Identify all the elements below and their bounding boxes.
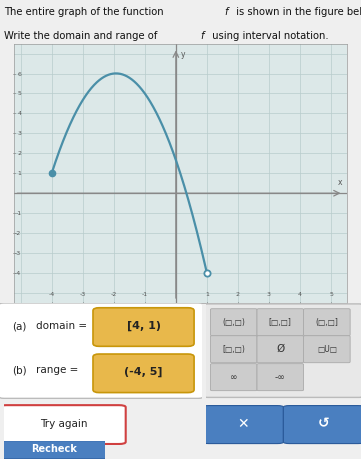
FancyBboxPatch shape bbox=[210, 336, 257, 363]
Text: using interval notation.: using interval notation. bbox=[209, 31, 328, 41]
FancyBboxPatch shape bbox=[0, 405, 126, 444]
Text: (-4, 5]: (-4, 5] bbox=[124, 367, 163, 377]
Text: (□,□]: (□,□] bbox=[316, 318, 338, 327]
Text: [□,□]: [□,□] bbox=[269, 318, 292, 327]
Text: Write the domain and range of: Write the domain and range of bbox=[4, 31, 160, 41]
Text: f: f bbox=[225, 6, 228, 17]
Text: domain =: domain = bbox=[36, 321, 91, 331]
Text: ↺: ↺ bbox=[318, 417, 330, 431]
FancyBboxPatch shape bbox=[93, 308, 194, 346]
Text: □U□: □U□ bbox=[317, 345, 337, 354]
Text: ∞: ∞ bbox=[230, 373, 238, 382]
FancyBboxPatch shape bbox=[304, 336, 350, 363]
Text: [□,□): [□,□) bbox=[222, 345, 245, 354]
Text: Recheck: Recheck bbox=[31, 444, 77, 454]
FancyBboxPatch shape bbox=[283, 406, 361, 443]
Text: Try again: Try again bbox=[40, 419, 88, 429]
Text: (b): (b) bbox=[12, 365, 27, 375]
Text: y: y bbox=[180, 50, 185, 59]
FancyBboxPatch shape bbox=[0, 441, 109, 459]
FancyBboxPatch shape bbox=[210, 364, 257, 391]
FancyBboxPatch shape bbox=[0, 303, 204, 398]
Text: (a): (a) bbox=[12, 321, 26, 331]
FancyBboxPatch shape bbox=[304, 309, 350, 336]
Text: range =: range = bbox=[36, 365, 82, 375]
Text: f: f bbox=[200, 31, 204, 41]
Text: ✕: ✕ bbox=[237, 417, 249, 431]
Text: [4, 1): [4, 1) bbox=[127, 321, 161, 331]
Text: Ø: Ø bbox=[276, 344, 284, 354]
Text: (□,□): (□,□) bbox=[222, 318, 245, 327]
Text: -∞: -∞ bbox=[275, 373, 286, 382]
FancyBboxPatch shape bbox=[257, 336, 304, 363]
FancyBboxPatch shape bbox=[257, 364, 304, 391]
FancyBboxPatch shape bbox=[257, 309, 304, 336]
Text: The entire graph of the function: The entire graph of the function bbox=[4, 6, 166, 17]
Text: x: x bbox=[338, 178, 343, 187]
FancyBboxPatch shape bbox=[203, 406, 283, 443]
Text: is shown in the figure below.: is shown in the figure below. bbox=[233, 6, 361, 17]
FancyBboxPatch shape bbox=[210, 309, 257, 336]
FancyBboxPatch shape bbox=[93, 354, 194, 392]
FancyBboxPatch shape bbox=[204, 304, 361, 397]
